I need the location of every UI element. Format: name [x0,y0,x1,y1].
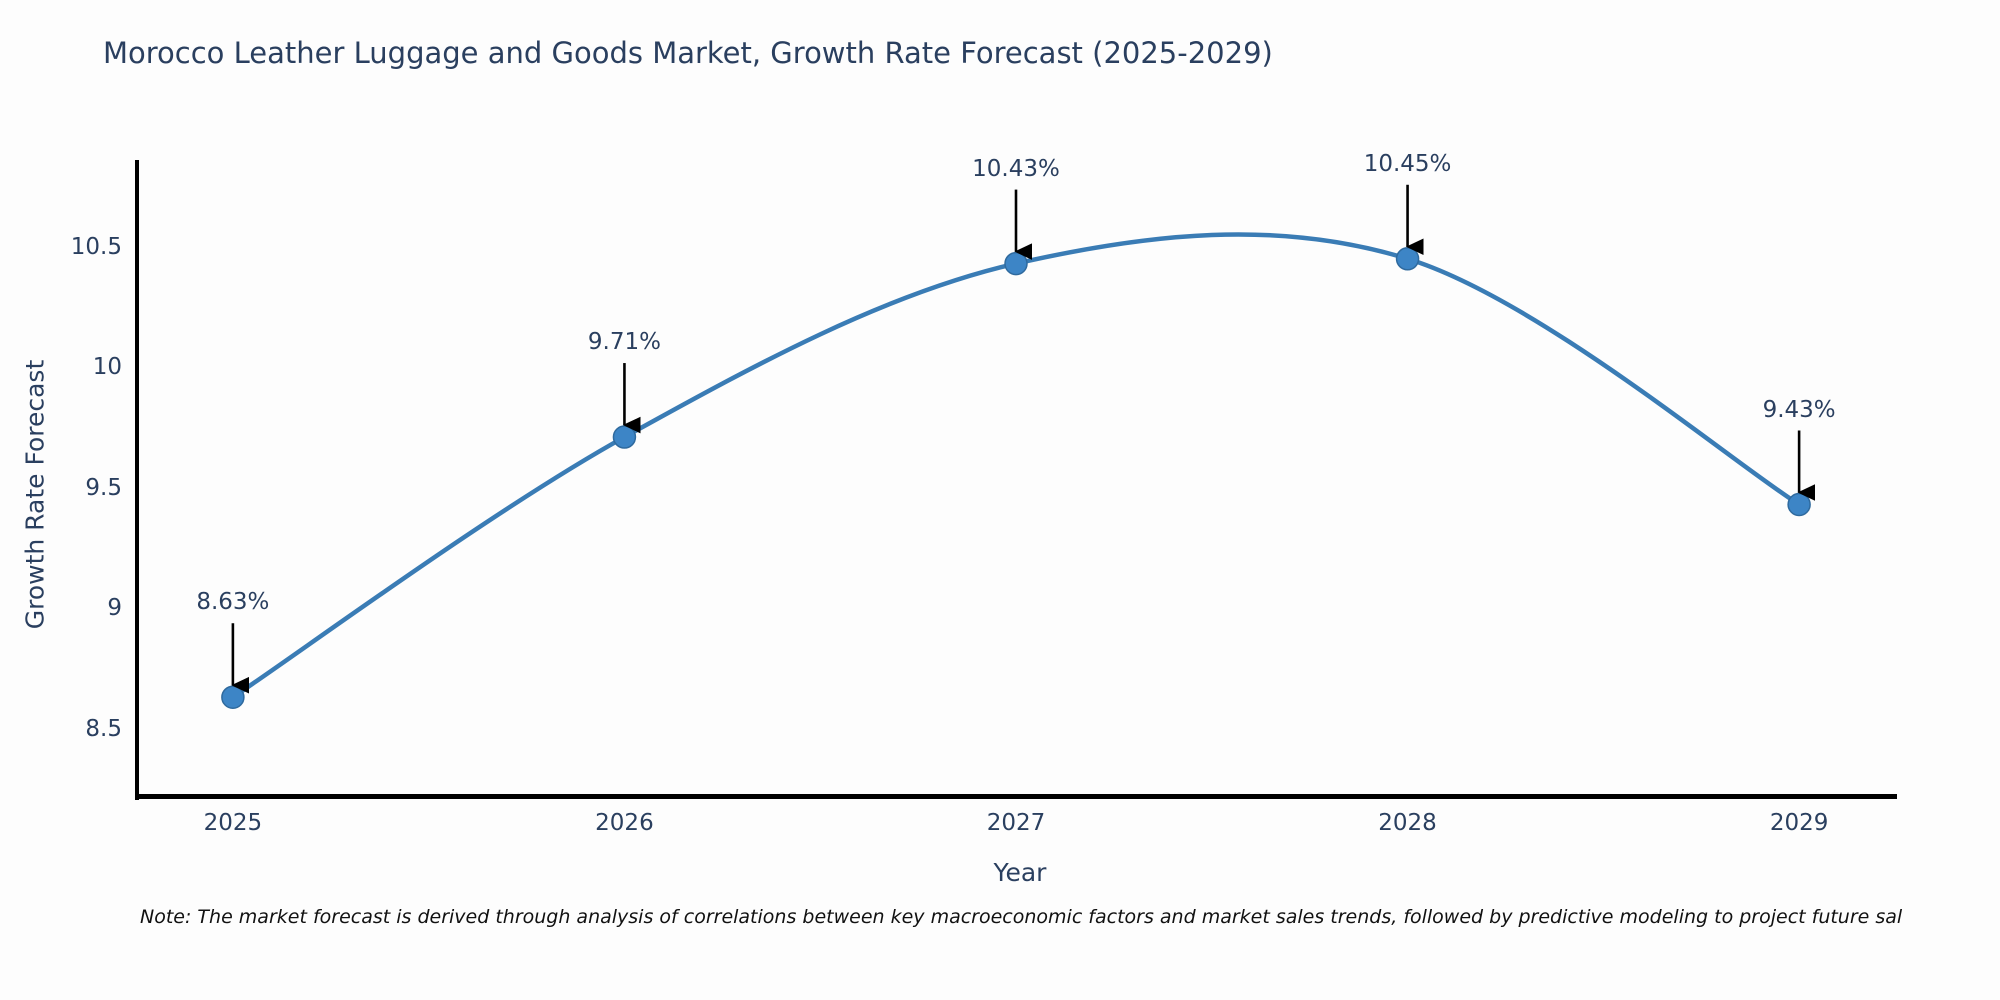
y-axis-line [135,160,139,800]
data-point-label: 8.63% [196,589,270,616]
x-tick-label: 2028 [1378,810,1437,836]
data-point-marker[interactable] [1787,492,1811,517]
data-point-label: 9.43% [1762,396,1836,423]
annotation-arrows [231,184,1816,694]
series-line [230,232,1802,700]
series-markers [221,247,1811,709]
data-point-label: 9.71% [587,329,661,356]
x-axis-line [135,794,1897,799]
y-tick-label: 9 [107,595,122,622]
y-tick-label: 10 [92,354,122,381]
data-point-marker[interactable] [221,685,245,709]
x-axis-title: Year [993,858,1047,887]
y-tick-label: 9.5 [85,474,122,501]
data-point-marker[interactable] [1395,247,1420,271]
y-axis-title: Growth Rate Forecast [20,359,50,630]
y-tick-label: 8.5 [85,715,122,742]
page-title: Morocco Leather Luggage and Goods Market… [103,36,1273,70]
x-tick-label: 2027 [986,810,1046,836]
data-point-label: 10.45% [1363,150,1452,177]
x-tick-label: 2026 [595,810,654,836]
data-point-marker[interactable] [1004,251,1028,276]
y-tick-label: 10.5 [70,233,122,260]
data-point-label: 10.43% [972,155,1060,182]
x-tick-label: 2025 [203,810,263,836]
y-axis-tick-labels: 8.5 9 9.5 10 10.5 [0,0,122,1000]
data-point-marker[interactable] [612,425,637,449]
footnote: Note: The market forecast is derived thr… [140,906,1903,928]
x-tick-label: 2029 [1769,810,1829,836]
